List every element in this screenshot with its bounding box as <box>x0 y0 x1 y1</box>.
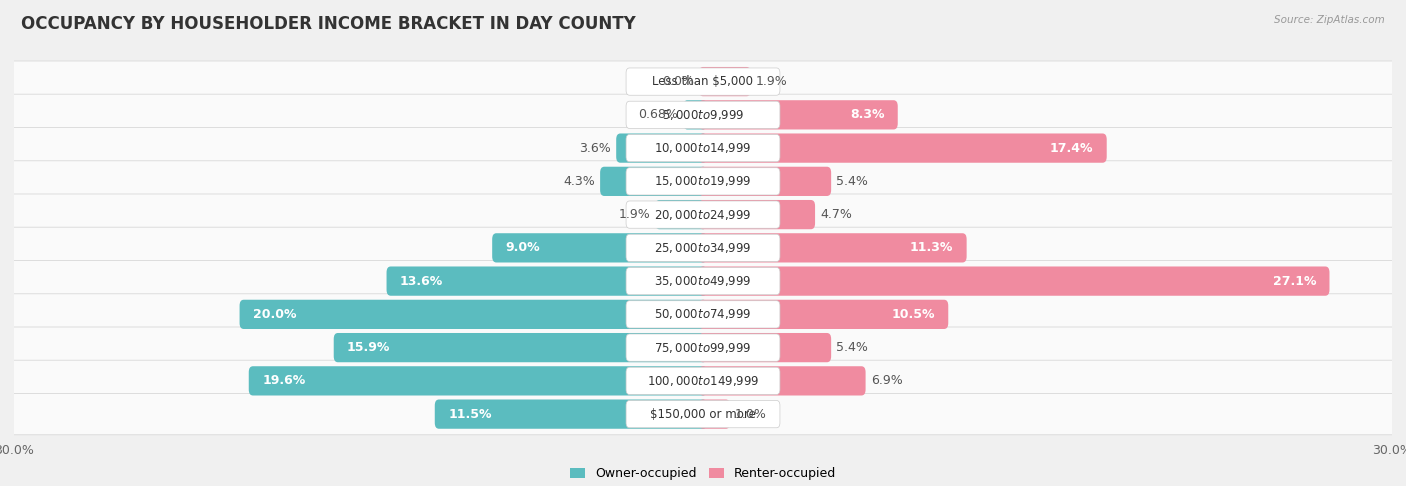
FancyBboxPatch shape <box>626 334 780 361</box>
FancyBboxPatch shape <box>626 135 780 162</box>
FancyBboxPatch shape <box>626 367 780 395</box>
FancyBboxPatch shape <box>6 94 1400 136</box>
FancyBboxPatch shape <box>492 233 707 262</box>
FancyBboxPatch shape <box>699 266 1330 296</box>
FancyBboxPatch shape <box>626 400 780 428</box>
Text: 3.6%: 3.6% <box>579 141 612 155</box>
FancyBboxPatch shape <box>699 399 730 429</box>
Text: $35,000 to $49,999: $35,000 to $49,999 <box>654 274 752 288</box>
FancyBboxPatch shape <box>626 301 780 328</box>
FancyBboxPatch shape <box>699 200 815 229</box>
FancyBboxPatch shape <box>683 100 707 129</box>
Text: 9.0%: 9.0% <box>506 242 540 254</box>
FancyBboxPatch shape <box>699 100 898 129</box>
Text: 15.9%: 15.9% <box>347 341 391 354</box>
FancyBboxPatch shape <box>626 68 780 95</box>
FancyBboxPatch shape <box>6 327 1400 368</box>
FancyBboxPatch shape <box>616 134 707 163</box>
FancyBboxPatch shape <box>6 394 1400 435</box>
Text: 0.0%: 0.0% <box>662 75 693 88</box>
Text: 1.0%: 1.0% <box>735 408 768 420</box>
FancyBboxPatch shape <box>626 201 780 228</box>
Legend: Owner-occupied, Renter-occupied: Owner-occupied, Renter-occupied <box>569 468 837 481</box>
Text: $150,000 or more: $150,000 or more <box>650 408 756 420</box>
Text: 11.5%: 11.5% <box>449 408 492 420</box>
Text: 1.9%: 1.9% <box>619 208 650 221</box>
FancyBboxPatch shape <box>626 267 780 295</box>
FancyBboxPatch shape <box>699 167 831 196</box>
FancyBboxPatch shape <box>699 134 1107 163</box>
FancyBboxPatch shape <box>655 200 707 229</box>
Text: $10,000 to $14,999: $10,000 to $14,999 <box>654 141 752 155</box>
FancyBboxPatch shape <box>6 61 1400 102</box>
Text: 1.9%: 1.9% <box>756 75 787 88</box>
Text: $75,000 to $99,999: $75,000 to $99,999 <box>654 341 752 355</box>
FancyBboxPatch shape <box>239 300 707 329</box>
Text: $100,000 to $149,999: $100,000 to $149,999 <box>647 374 759 388</box>
Text: $5,000 to $9,999: $5,000 to $9,999 <box>662 108 744 122</box>
FancyBboxPatch shape <box>6 294 1400 335</box>
FancyBboxPatch shape <box>249 366 707 396</box>
FancyBboxPatch shape <box>626 168 780 195</box>
Text: 19.6%: 19.6% <box>262 374 305 387</box>
FancyBboxPatch shape <box>699 366 866 396</box>
FancyBboxPatch shape <box>6 227 1400 268</box>
FancyBboxPatch shape <box>626 101 780 128</box>
Text: 0.68%: 0.68% <box>638 108 678 122</box>
FancyBboxPatch shape <box>6 161 1400 202</box>
Text: 10.5%: 10.5% <box>891 308 935 321</box>
FancyBboxPatch shape <box>333 333 707 362</box>
FancyBboxPatch shape <box>699 333 831 362</box>
FancyBboxPatch shape <box>6 127 1400 169</box>
Text: OCCUPANCY BY HOUSEHOLDER INCOME BRACKET IN DAY COUNTY: OCCUPANCY BY HOUSEHOLDER INCOME BRACKET … <box>21 15 636 33</box>
Text: 5.4%: 5.4% <box>837 175 868 188</box>
Text: $50,000 to $74,999: $50,000 to $74,999 <box>654 307 752 321</box>
Text: Source: ZipAtlas.com: Source: ZipAtlas.com <box>1274 15 1385 25</box>
Text: 13.6%: 13.6% <box>399 275 443 288</box>
Text: 6.9%: 6.9% <box>870 374 903 387</box>
Text: $20,000 to $24,999: $20,000 to $24,999 <box>654 208 752 222</box>
Text: Less than $5,000: Less than $5,000 <box>652 75 754 88</box>
Text: 8.3%: 8.3% <box>849 108 884 122</box>
Text: 27.1%: 27.1% <box>1272 275 1316 288</box>
Text: 17.4%: 17.4% <box>1050 141 1094 155</box>
FancyBboxPatch shape <box>699 233 967 262</box>
FancyBboxPatch shape <box>699 300 948 329</box>
Text: 4.3%: 4.3% <box>564 175 595 188</box>
FancyBboxPatch shape <box>626 234 780 261</box>
FancyBboxPatch shape <box>6 194 1400 235</box>
Text: $25,000 to $34,999: $25,000 to $34,999 <box>654 241 752 255</box>
FancyBboxPatch shape <box>6 260 1400 302</box>
FancyBboxPatch shape <box>600 167 707 196</box>
Text: 5.4%: 5.4% <box>837 341 868 354</box>
Text: 11.3%: 11.3% <box>910 242 953 254</box>
FancyBboxPatch shape <box>387 266 707 296</box>
Text: 4.7%: 4.7% <box>820 208 852 221</box>
Text: 20.0%: 20.0% <box>253 308 297 321</box>
FancyBboxPatch shape <box>699 67 751 96</box>
FancyBboxPatch shape <box>6 360 1400 401</box>
FancyBboxPatch shape <box>434 399 707 429</box>
Text: $15,000 to $19,999: $15,000 to $19,999 <box>654 174 752 189</box>
